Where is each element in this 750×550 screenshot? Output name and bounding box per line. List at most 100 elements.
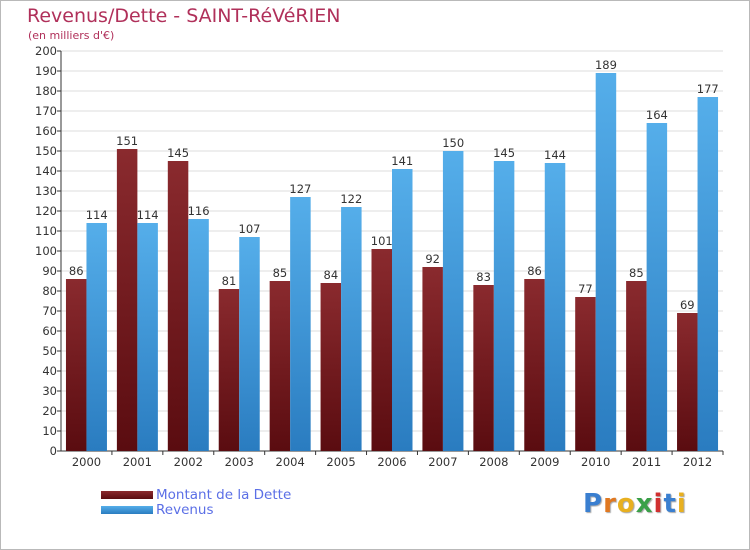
dette-value-label: 85 <box>273 266 288 280</box>
dette-bar <box>626 281 647 451</box>
y-tick-label: 160 <box>35 124 57 138</box>
dette-bar <box>65 279 87 451</box>
dette-value-label: 86 <box>69 264 84 278</box>
y-tick-label: 100 <box>35 244 57 258</box>
y-tick-label: 170 <box>35 104 57 118</box>
y-tick-label: 0 <box>50 444 57 458</box>
revenus-bar <box>392 169 413 451</box>
x-tick-label: 2000 <box>72 455 101 469</box>
dette-value-label: 81 <box>222 274 237 288</box>
y-tick-label: 10 <box>42 424 57 438</box>
revenus-bar <box>188 219 209 451</box>
legend-swatch-dette <box>101 491 153 499</box>
revenus-value-label: 116 <box>188 204 210 218</box>
y-tick-label: 60 <box>42 324 57 338</box>
dette-value-label: 86 <box>527 264 542 278</box>
revenus-bar <box>595 73 617 451</box>
revenus-bar <box>290 197 311 451</box>
dette-value-label: 92 <box>425 252 440 266</box>
dette-bar <box>575 297 596 451</box>
dette-value-label: 145 <box>167 146 189 160</box>
y-tick-label: 30 <box>42 384 57 398</box>
dette-value-label: 83 <box>476 270 491 284</box>
legend-swatch-revenus <box>101 506 153 514</box>
dette-bar <box>677 313 698 451</box>
dette-value-label: 69 <box>680 298 695 312</box>
logo-letter: P <box>583 489 604 519</box>
revenus-value-label: 114 <box>137 208 159 222</box>
logo-letter: x <box>635 489 654 519</box>
revenus-bar <box>137 223 158 451</box>
dette-bar <box>524 279 545 451</box>
revenus-bar <box>493 161 515 451</box>
legend-label-dette: Montant de la Dette <box>156 487 292 503</box>
dette-bar <box>116 149 138 451</box>
revenus-bar <box>544 163 566 451</box>
x-tick-label: 2009 <box>530 455 559 469</box>
revenus-bar <box>239 237 260 451</box>
revenus-value-label: 122 <box>340 192 362 206</box>
dette-value-label: 85 <box>629 266 644 280</box>
bars <box>65 73 719 451</box>
x-tick-label: 2008 <box>479 455 508 469</box>
dette-bar <box>269 281 291 451</box>
dette-value-label: 84 <box>324 268 339 282</box>
y-tick-label: 40 <box>42 364 57 378</box>
revenus-value-label: 107 <box>239 222 261 236</box>
chart-title: Revenus/Dette - SAINT-RéVéRIEN <box>27 5 341 27</box>
dette-value-label: 101 <box>371 234 393 248</box>
revenus-value-label: 127 <box>289 182 311 196</box>
dette-bar <box>320 283 342 451</box>
revenus-value-label: 189 <box>595 58 617 72</box>
chart-subtitle: (en milliers d'€) <box>28 29 115 42</box>
revenus-bar <box>697 97 719 451</box>
revenus-value-label: 150 <box>442 136 464 150</box>
x-tick-label: 2003 <box>225 455 254 469</box>
dette-bar <box>473 285 494 451</box>
x-tick-label: 2010 <box>581 455 610 469</box>
y-tick-label: 80 <box>42 284 57 298</box>
y-tick-label: 190 <box>35 64 57 78</box>
x-tick-label: 2005 <box>326 455 355 469</box>
logo-letter: i <box>676 489 687 519</box>
x-tick-label: 2011 <box>632 455 661 469</box>
y-tick-label: 110 <box>35 224 57 238</box>
y-tick-label: 130 <box>35 184 57 198</box>
revenus-bar <box>341 207 362 451</box>
x-tick-label: 2012 <box>683 455 712 469</box>
x-tick-label: 2001 <box>123 455 152 469</box>
dette-bar <box>218 289 240 451</box>
y-tick-label: 140 <box>35 164 57 178</box>
x-tick-label: 2002 <box>174 455 203 469</box>
y-tick-label: 90 <box>42 264 57 278</box>
revenus-value-label: 145 <box>493 146 515 160</box>
logo-letter: r <box>603 489 617 519</box>
dette-bar <box>167 161 189 451</box>
dette-value-label: 77 <box>578 282 593 296</box>
dette-bar <box>371 249 392 451</box>
logo-letter: t <box>663 489 677 519</box>
y-tick-label: 120 <box>35 204 57 218</box>
dette-bar <box>422 267 443 451</box>
revenus-bar <box>442 151 464 451</box>
y-tick-label: 50 <box>42 344 57 358</box>
revenus-bar <box>646 123 668 451</box>
y-tick-label: 150 <box>35 144 57 158</box>
revenus-value-label: 114 <box>86 208 108 222</box>
y-tick-label: 70 <box>42 304 57 318</box>
y-tick-label: 200 <box>35 44 57 58</box>
revenus-value-label: 141 <box>391 154 413 168</box>
revenus-bar <box>86 223 107 451</box>
x-tick-label: 2004 <box>276 455 305 469</box>
y-tick-label: 20 <box>42 404 57 418</box>
y-tick-label: 180 <box>35 84 57 98</box>
labels: 0 10 20 30 40 50 60 70 80 90 100 110 120 130 140 150 160… <box>35 44 719 469</box>
revenus-value-label: 164 <box>646 108 668 122</box>
x-tick-label: 2007 <box>428 455 457 469</box>
x-tick-label: 2006 <box>377 455 406 469</box>
logo-letter: o <box>616 489 636 519</box>
legend-label-revenus: Revenus <box>156 502 214 518</box>
revenus-value-label: 177 <box>697 82 719 96</box>
